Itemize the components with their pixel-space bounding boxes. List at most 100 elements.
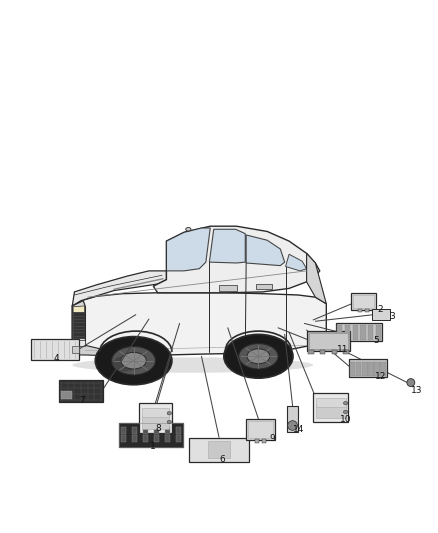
Bar: [121, 427, 126, 434]
Polygon shape: [209, 229, 245, 263]
Ellipse shape: [343, 410, 348, 414]
Bar: [356, 361, 361, 376]
Bar: [332, 350, 337, 354]
Bar: [61, 391, 72, 399]
Bar: [31, 339, 79, 360]
Polygon shape: [72, 271, 166, 306]
Bar: [336, 323, 382, 342]
Bar: [316, 406, 346, 418]
Bar: [380, 361, 385, 376]
Bar: [372, 309, 390, 320]
Polygon shape: [73, 340, 85, 346]
Bar: [255, 439, 259, 442]
Polygon shape: [307, 253, 326, 304]
Bar: [139, 403, 172, 432]
Bar: [337, 325, 343, 340]
Bar: [343, 350, 349, 354]
Ellipse shape: [239, 344, 278, 369]
Ellipse shape: [121, 352, 146, 369]
Bar: [119, 423, 183, 447]
Bar: [165, 435, 170, 442]
Bar: [59, 381, 103, 402]
Text: 11: 11: [337, 345, 348, 354]
Bar: [362, 361, 367, 376]
Ellipse shape: [113, 356, 137, 372]
Text: 7: 7: [79, 397, 85, 406]
Bar: [350, 361, 356, 376]
Bar: [365, 309, 369, 312]
Polygon shape: [153, 226, 320, 293]
Bar: [345, 325, 350, 340]
Bar: [132, 435, 137, 442]
Bar: [248, 421, 273, 438]
Polygon shape: [71, 345, 123, 356]
Bar: [154, 435, 159, 442]
Text: 3: 3: [389, 312, 395, 321]
Bar: [176, 427, 181, 434]
Bar: [308, 350, 314, 354]
Ellipse shape: [224, 334, 293, 378]
Ellipse shape: [112, 346, 155, 375]
Bar: [154, 427, 159, 434]
Text: 8: 8: [155, 424, 162, 433]
Polygon shape: [73, 312, 85, 338]
Bar: [165, 427, 170, 434]
Bar: [189, 438, 249, 462]
Polygon shape: [286, 254, 307, 271]
Bar: [307, 331, 350, 351]
Bar: [121, 435, 126, 442]
Bar: [350, 359, 386, 377]
Text: 10: 10: [340, 415, 352, 424]
Text: 6: 6: [219, 455, 226, 464]
Ellipse shape: [288, 421, 297, 430]
Bar: [143, 427, 148, 434]
Bar: [309, 333, 348, 349]
Bar: [142, 416, 169, 429]
Text: 12: 12: [374, 373, 386, 382]
Polygon shape: [72, 293, 326, 355]
Bar: [374, 361, 380, 376]
Bar: [376, 325, 381, 340]
Ellipse shape: [407, 378, 415, 386]
Ellipse shape: [343, 401, 348, 405]
Bar: [72, 346, 79, 353]
Bar: [208, 441, 230, 458]
Polygon shape: [73, 306, 85, 312]
Bar: [142, 408, 169, 417]
Ellipse shape: [186, 228, 191, 231]
Text: 14: 14: [293, 425, 304, 434]
Bar: [313, 393, 348, 422]
Bar: [262, 439, 266, 442]
Polygon shape: [166, 228, 210, 271]
Bar: [256, 285, 272, 289]
Ellipse shape: [72, 358, 313, 373]
Bar: [316, 398, 346, 407]
Text: 4: 4: [53, 354, 59, 363]
Bar: [368, 325, 374, 340]
Ellipse shape: [167, 420, 171, 424]
Bar: [246, 419, 275, 440]
Ellipse shape: [167, 411, 171, 415]
Bar: [143, 435, 148, 442]
Bar: [119, 423, 183, 447]
Bar: [353, 325, 358, 340]
Polygon shape: [72, 301, 85, 346]
Text: 13: 13: [411, 385, 423, 394]
Ellipse shape: [247, 349, 270, 364]
Bar: [351, 293, 376, 310]
Ellipse shape: [95, 336, 172, 385]
Bar: [358, 309, 362, 312]
Bar: [353, 295, 374, 308]
Text: 2: 2: [378, 305, 383, 314]
Text: 9: 9: [269, 434, 276, 443]
Polygon shape: [246, 235, 285, 265]
Bar: [287, 406, 298, 432]
Bar: [360, 325, 366, 340]
Text: 5: 5: [373, 336, 379, 345]
Bar: [320, 350, 325, 354]
Text: 1: 1: [150, 442, 156, 451]
Bar: [176, 435, 181, 442]
Bar: [219, 285, 237, 290]
Bar: [132, 427, 137, 434]
Bar: [368, 361, 374, 376]
